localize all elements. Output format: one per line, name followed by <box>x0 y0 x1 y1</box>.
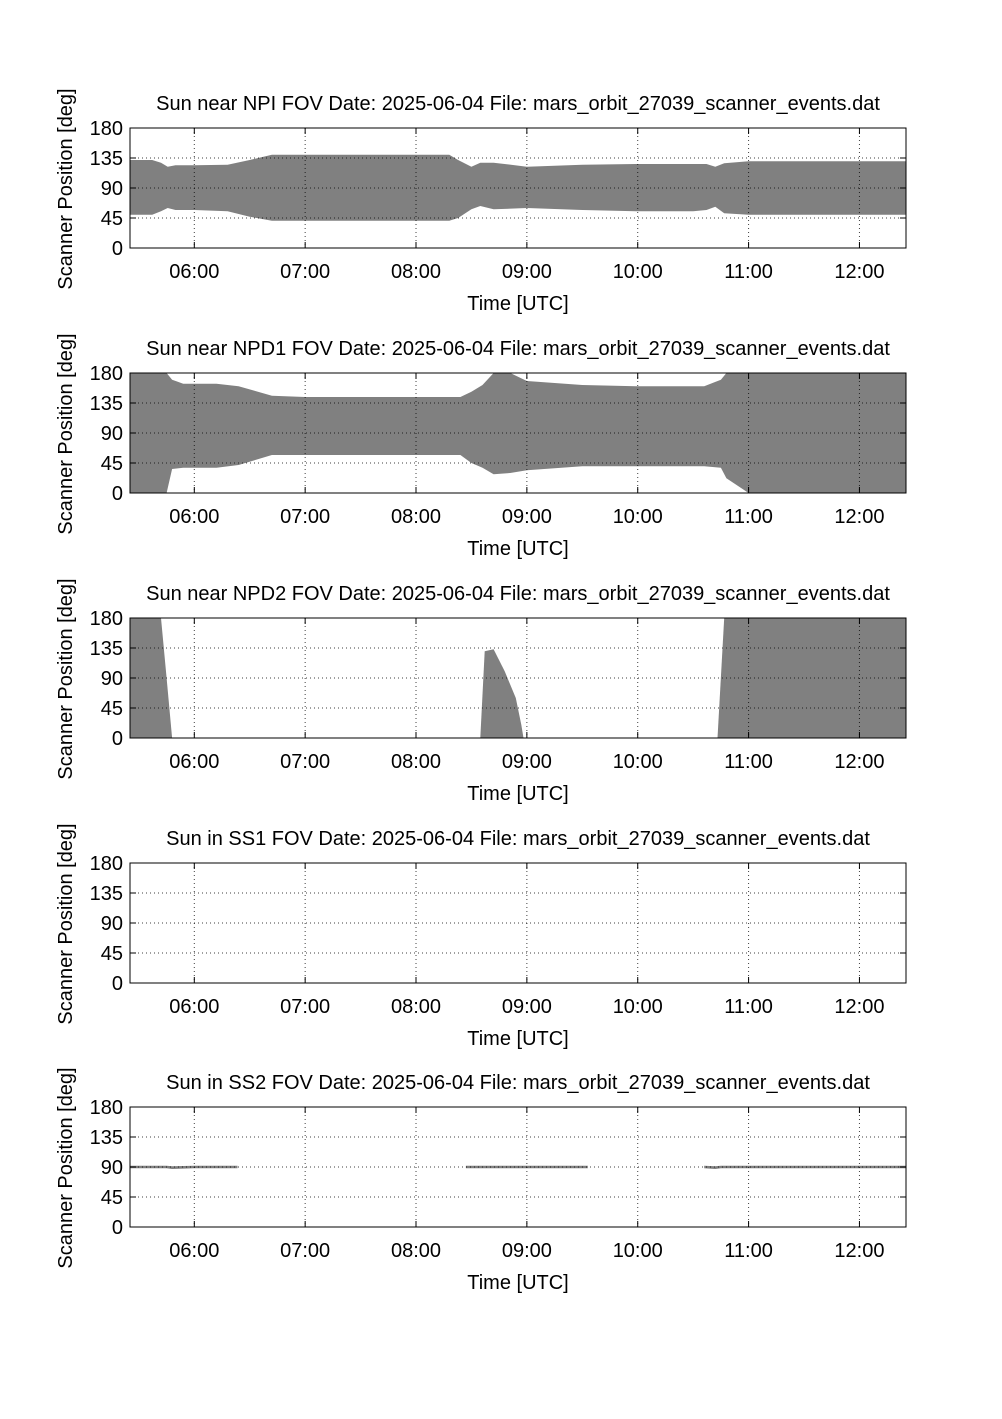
panel-3-region-3 <box>717 618 906 738</box>
x-tick-label: 06:00 <box>169 261 219 283</box>
x-tick-label: 12:00 <box>834 506 884 528</box>
x-axis-label: Time [UTC] <box>467 538 568 560</box>
y-tick-label: 0 <box>112 1217 123 1239</box>
x-tick-label: 12:00 <box>834 751 884 773</box>
y-tick-label: 90 <box>101 1157 123 1179</box>
y-tick-label: 0 <box>112 973 123 995</box>
panel-2: 06:00 07:00 08:00 09:00 10:00 11:00 12:00 0 45 90… <box>55 333 907 560</box>
x-tick-label: 12:00 <box>834 261 884 283</box>
y-tick-label: 90 <box>101 668 123 690</box>
panel-3-region-2 <box>480 649 524 738</box>
x-tick-label: 09:00 <box>502 1240 552 1262</box>
x-tick-label: 08:00 <box>391 506 441 528</box>
y-tick-label: 135 <box>90 393 123 415</box>
x-tick-label: 09:00 <box>502 996 552 1018</box>
y-tick-label: 180 <box>90 118 123 140</box>
x-tick-label: 06:00 <box>169 751 219 773</box>
panel-title: Sun near NPD2 FOV Date: 2025-06-04 File:… <box>146 583 890 605</box>
x-tick-label: 07:00 <box>280 1240 330 1262</box>
y-tick-label: 0 <box>112 728 123 750</box>
x-tick-label: 09:00 <box>502 506 552 528</box>
y-tick-label: 135 <box>90 638 123 660</box>
x-axis-label: Time [UTC] <box>467 1272 568 1294</box>
panel-5: 06:00 07:00 08:00 09:00 10:00 11:00 12:00 0 45 90… <box>55 1067 907 1294</box>
x-tick-label: 10:00 <box>613 996 663 1018</box>
x-tick-label: 11:00 <box>724 261 773 283</box>
x-tick-label: 08:00 <box>391 261 441 283</box>
y-tick-label: 45 <box>101 453 123 475</box>
x-tick-label: 07:00 <box>280 506 330 528</box>
x-tick-label: 11:00 <box>724 1240 773 1262</box>
x-tick-label: 10:00 <box>613 261 663 283</box>
y-tick-label: 45 <box>101 208 123 230</box>
x-tick-label: 09:00 <box>502 261 552 283</box>
y-axis-label: Scanner Position [deg] <box>55 578 77 779</box>
x-tick-label: 09:00 <box>502 751 552 773</box>
x-axis-label: Time [UTC] <box>467 1028 568 1050</box>
y-axis-label: Scanner Position [deg] <box>55 823 77 1024</box>
x-tick-label: 06:00 <box>169 996 219 1018</box>
panel-title: Sun near NPD1 FOV Date: 2025-06-04 File:… <box>146 338 890 360</box>
x-tick-label: 10:00 <box>613 1240 663 1262</box>
y-tick-label: 0 <box>112 238 123 260</box>
x-tick-label: 11:00 <box>724 996 773 1018</box>
panel-title: Sun in SS2 FOV Date: 2025-06-04 File: ma… <box>166 1072 870 1094</box>
x-tick-label: 06:00 <box>169 1240 219 1262</box>
x-tick-label: 10:00 <box>613 506 663 528</box>
y-tick-label: 90 <box>101 423 123 445</box>
y-tick-label: 90 <box>101 178 123 200</box>
panel-4: 06:00 07:00 08:00 09:00 10:00 11:00 12:00 0 45 90… <box>55 823 907 1050</box>
x-tick-label: 10:00 <box>613 751 663 773</box>
y-tick-label: 0 <box>112 483 123 505</box>
x-tick-label: 12:00 <box>834 996 884 1018</box>
y-tick-label: 180 <box>90 363 123 385</box>
x-tick-label: 11:00 <box>724 751 773 773</box>
x-tick-label: 08:00 <box>391 1240 441 1262</box>
y-axis-label: Scanner Position [deg] <box>55 88 77 289</box>
panel-title: Sun in SS1 FOV Date: 2025-06-04 File: ma… <box>166 828 870 850</box>
y-tick-label: 135 <box>90 1127 123 1149</box>
panel-1: 06:00 07:00 08:00 09:00 10:00 11:00 12:00 0 45 90… <box>55 88 907 315</box>
x-tick-label: 07:00 <box>280 996 330 1018</box>
y-tick-label: 135 <box>90 883 123 905</box>
panel-title: Sun near NPI FOV Date: 2025-06-04 File: … <box>156 93 880 115</box>
x-tick-label: 06:00 <box>169 506 219 528</box>
panel-3-region-1 <box>130 618 173 738</box>
panel-3: 06:00 07:00 08:00 09:00 10:00 11:00 12:00 0 45 90… <box>55 578 907 805</box>
y-tick-label: 135 <box>90 148 123 170</box>
y-tick-label: 45 <box>101 943 123 965</box>
y-tick-label: 45 <box>101 698 123 720</box>
y-tick-label: 45 <box>101 1187 123 1209</box>
y-tick-label: 180 <box>90 1097 123 1119</box>
y-tick-label: 180 <box>90 853 123 875</box>
x-tick-label: 07:00 <box>280 261 330 283</box>
x-tick-label: 11:00 <box>724 506 773 528</box>
y-axis-label: Scanner Position [deg] <box>55 333 77 534</box>
x-axis-label: Time [UTC] <box>467 783 568 805</box>
x-tick-label: 08:00 <box>391 996 441 1018</box>
x-axis-label: Time [UTC] <box>467 293 568 315</box>
x-tick-label: 12:00 <box>834 1240 884 1262</box>
y-axis-label: Scanner Position [deg] <box>55 1067 77 1268</box>
x-tick-label: 07:00 <box>280 751 330 773</box>
y-tick-label: 90 <box>101 913 123 935</box>
x-tick-label: 08:00 <box>391 751 441 773</box>
y-tick-label: 180 <box>90 608 123 630</box>
